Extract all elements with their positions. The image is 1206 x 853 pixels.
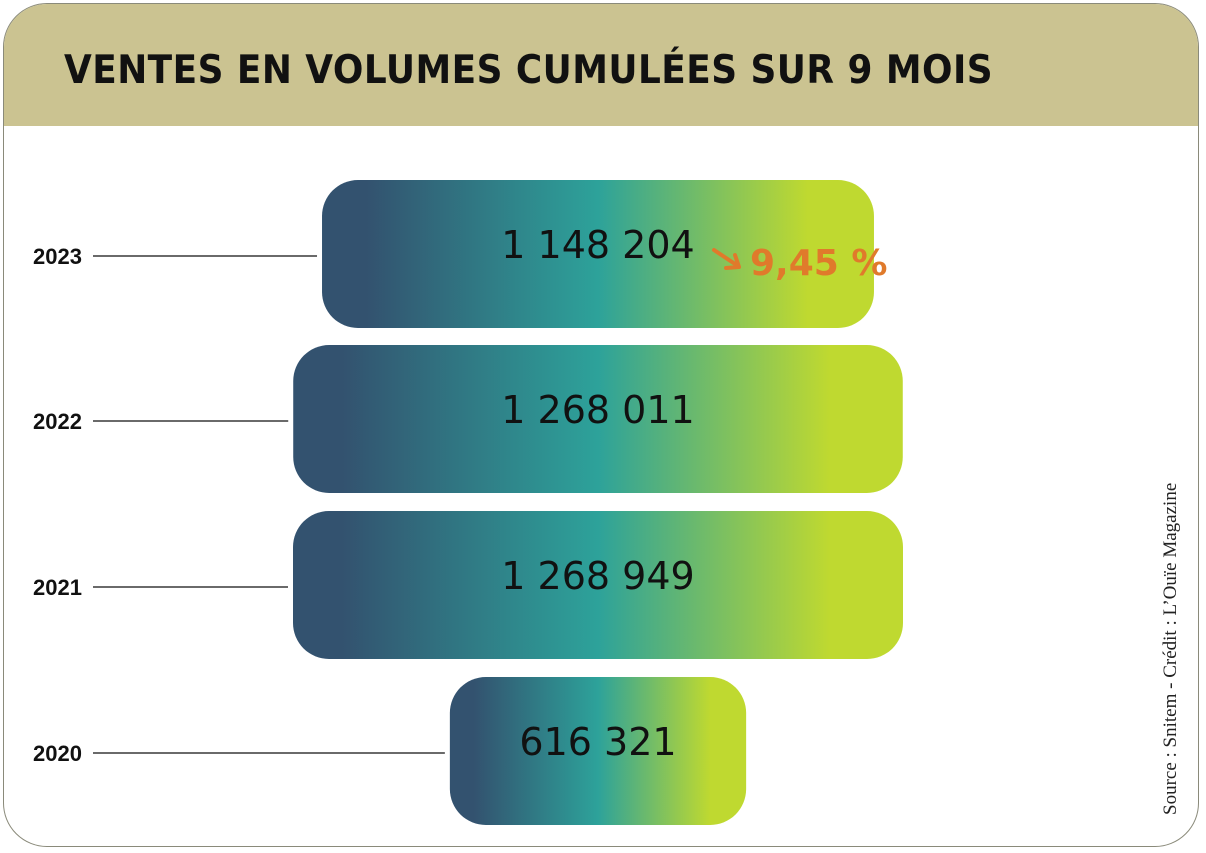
- header-band: [4, 4, 1198, 126]
- bar-2021: [293, 511, 903, 659]
- value-label-2023: 1 148 204: [501, 223, 694, 267]
- change-percent-label: 9,45 %: [750, 243, 887, 284]
- year-label-2022: 2022: [33, 409, 82, 434]
- value-label-2021: 1 268 949: [501, 554, 694, 598]
- bar-2020: [449, 677, 747, 825]
- year-label-2020: 2020: [33, 741, 82, 766]
- year-label-2023: 2023: [33, 244, 82, 269]
- value-label-2020: 616 321: [519, 720, 676, 764]
- value-label-2022: 1 268 011: [501, 388, 694, 432]
- year-label-2021: 2021: [33, 575, 82, 600]
- bar-2023: [322, 180, 874, 328]
- chart-title: VENTES EN VOLUMES CUMULÉES SUR 9 MOIS: [64, 48, 994, 93]
- bar-2022: [293, 345, 903, 493]
- source-credit: Source : Snitem - Crédit : L’Ouïe Magazi…: [1160, 482, 1181, 815]
- arrow-down-right-icon: [712, 248, 741, 270]
